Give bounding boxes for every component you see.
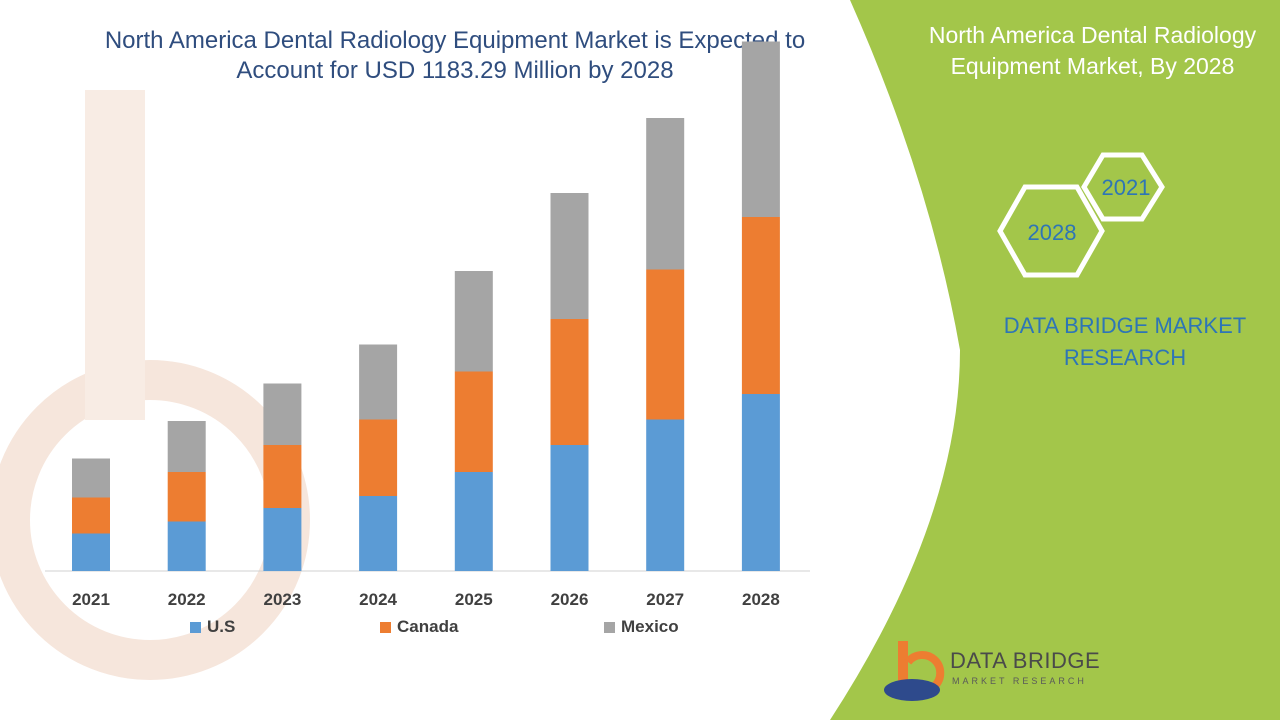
bars-group bbox=[72, 41, 780, 571]
hex-label-2028: 2028 bbox=[1028, 220, 1077, 245]
bar-2023-mexico bbox=[263, 383, 302, 445]
bar-2021-canada bbox=[72, 497, 110, 534]
bar-2028-canada bbox=[741, 217, 780, 394]
bar-2027-canada bbox=[646, 269, 685, 420]
hex-label-2021: 2021 bbox=[1102, 175, 1151, 200]
legend-label-canada: Canada bbox=[397, 617, 459, 636]
green-panel bbox=[830, 0, 1280, 720]
hexagon-2021-icon bbox=[1081, 152, 1165, 222]
bar-2027-mexico bbox=[646, 118, 685, 270]
legend-swatch-mexico bbox=[604, 621, 615, 633]
bar-2022-mexico bbox=[167, 421, 206, 472]
bar-2021-us bbox=[72, 533, 110, 571]
bar-2025-us bbox=[454, 472, 493, 571]
x-tick-label: 2023 bbox=[263, 590, 301, 609]
legend-item-canada: Canada bbox=[380, 617, 458, 637]
x-tick-label: 2024 bbox=[359, 590, 397, 609]
x-tick-label: 2027 bbox=[646, 590, 684, 609]
legend-label-us: U.S bbox=[207, 617, 236, 636]
legend-label-mexico: Mexico bbox=[621, 617, 679, 636]
logo-swoosh-icon bbox=[884, 679, 940, 701]
legend-swatch-canada bbox=[380, 621, 391, 633]
bar-2028-us bbox=[741, 394, 780, 571]
bar-2026-canada bbox=[550, 319, 589, 445]
x-tick-label: 2021 bbox=[72, 590, 110, 609]
bar-2024-us bbox=[359, 496, 398, 571]
bar-2022-canada bbox=[167, 472, 206, 522]
panel-title: North America Dental Radiology Equipment… bbox=[928, 22, 1257, 79]
bar-2025-mexico bbox=[454, 271, 493, 372]
bar-2023-us bbox=[263, 508, 302, 571]
bar-2028-mexico bbox=[741, 41, 780, 217]
watermark-stem bbox=[85, 90, 145, 420]
legend-item-mexico: Mexico bbox=[604, 617, 679, 637]
hexagon-2028-icon bbox=[997, 184, 1105, 278]
logo-stem-icon bbox=[898, 641, 908, 683]
bar-2023-canada bbox=[263, 445, 302, 508]
bar-2027-us bbox=[646, 419, 685, 571]
logo-tagline: MARKET RESEARCH bbox=[952, 676, 1087, 686]
panel-brand: DATA BRIDGE MARKET RESEARCH bbox=[1003, 313, 1247, 370]
x-tick-label: 2028 bbox=[742, 590, 780, 609]
legend-swatch-us bbox=[190, 621, 201, 633]
bar-2022-us bbox=[167, 521, 206, 571]
bar-2024-canada bbox=[359, 419, 398, 496]
x-tick-label: 2026 bbox=[551, 590, 589, 609]
x-tick-label: 2022 bbox=[168, 590, 206, 609]
legend-item-us: U.S bbox=[190, 617, 235, 637]
logo-name: DATA BRIDGE bbox=[950, 648, 1101, 673]
bar-2026-mexico bbox=[550, 193, 589, 319]
bar-2026-us bbox=[550, 445, 589, 571]
bar-2024-mexico bbox=[359, 344, 398, 420]
bar-2025-canada bbox=[454, 371, 493, 472]
chart-title: North America Dental Radiology Equipment… bbox=[104, 27, 806, 84]
bar-2021-mexico bbox=[72, 458, 110, 498]
x-tick-label: 2025 bbox=[455, 590, 493, 609]
x-tick-labels: 2021 2022 2023 2024 2025 2026 2027 2028 bbox=[72, 590, 780, 609]
